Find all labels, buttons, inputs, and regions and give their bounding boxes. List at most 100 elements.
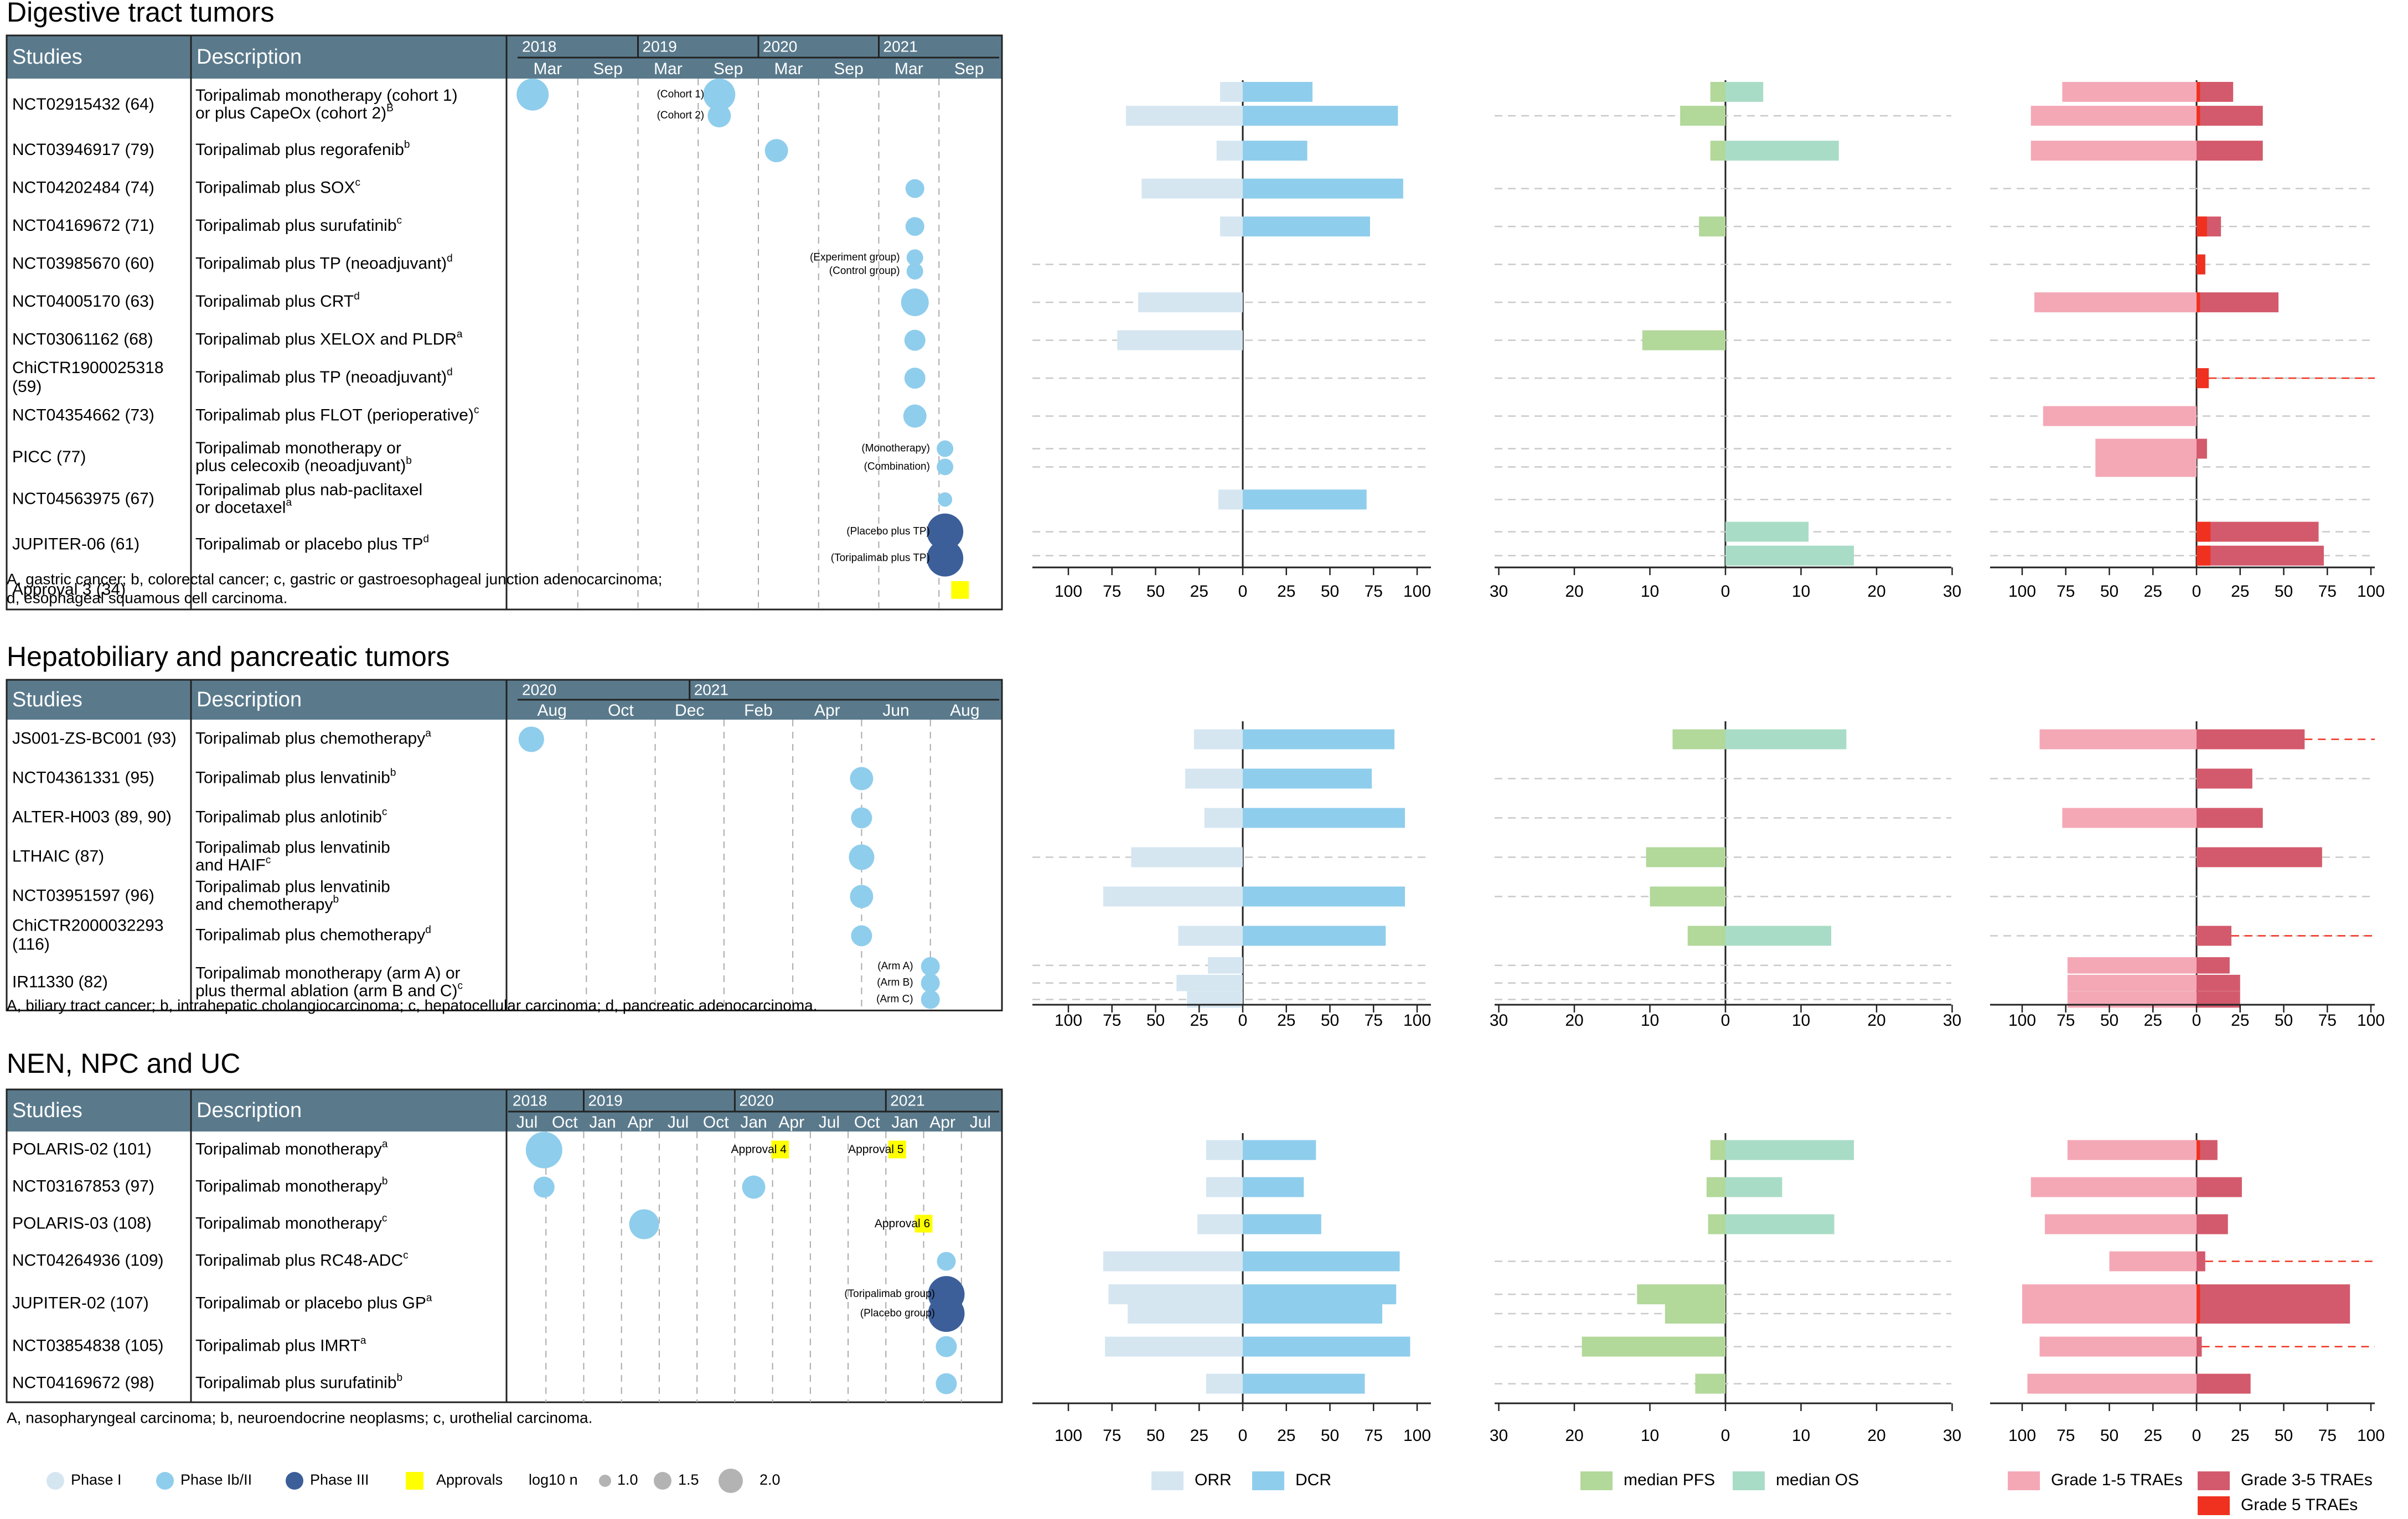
grade5-bar: [2197, 521, 2211, 542]
footnote-marker: b: [406, 455, 412, 467]
month-label: Jan: [891, 1113, 918, 1132]
description-text: Toripalimab plus lenvatinib: [195, 768, 390, 787]
dcr-bar: [1243, 141, 1308, 161]
orr-bar: [1185, 768, 1243, 789]
trial-dot: [938, 492, 953, 507]
year-label: 2020: [739, 1092, 773, 1109]
month-label: Jul: [970, 1113, 991, 1132]
study-description: or docetaxela: [195, 497, 292, 516]
grade3-5-bar: [2197, 81, 2234, 102]
axis-tick-label: 50: [2275, 1011, 2293, 1030]
axis-tick-label: 20: [1867, 1011, 1885, 1030]
orr-bar: [1206, 1177, 1243, 1197]
pfs-bar: [1642, 330, 1725, 350]
axis-tick-label: 75: [2056, 582, 2075, 601]
footnote-marker: b: [390, 767, 396, 779]
description-text: Toripalimab plus SOX: [195, 179, 355, 197]
axis-tick-label: 30: [1943, 1011, 1961, 1030]
section-title: NEN, NPC and UC: [7, 1048, 240, 1079]
study-id: NCT04169672 (98): [12, 1374, 154, 1392]
pfs-bar: [1706, 1177, 1725, 1197]
dcr-bar: [1243, 216, 1370, 237]
trial-dot: [851, 807, 872, 829]
footnote-marker: c: [355, 177, 360, 189]
description-text: Toripalimab or placebo plus TP: [195, 535, 423, 553]
grade3-5-bar: [2197, 1284, 2350, 1305]
description-text: Toripalimab plus lenvatinib: [195, 838, 390, 856]
study-description: Toripalimab plus chemotherapya: [195, 728, 431, 748]
study-id: NCT03167853 (97): [12, 1177, 154, 1195]
axis-tick-label: 100: [1403, 1427, 1431, 1445]
axis-tick-label: 30: [1490, 1011, 1508, 1030]
legend-label: log10 n: [529, 1471, 578, 1488]
grade3-5-bar: [2197, 1214, 2228, 1234]
month-label: Aug: [950, 701, 979, 720]
year-label: 2021: [694, 681, 728, 698]
dcr-bar: [1243, 1303, 1382, 1324]
study-id: ALTER-H003 (89, 90): [12, 808, 172, 826]
axis-tick-label: 25: [1277, 582, 1295, 601]
orr-bar: [1176, 974, 1243, 991]
axis-tick-label: 25: [1277, 1427, 1295, 1445]
pfs-bar: [1582, 1336, 1725, 1357]
axis-tick-label: 10: [1792, 1011, 1810, 1030]
trial-dot: [850, 885, 874, 908]
orr-bar: [1197, 1214, 1243, 1234]
description-text: Toripalimab plus TP (neoadjuvant): [195, 368, 447, 386]
footnote-marker: a: [457, 329, 463, 340]
pfs-bar: [1646, 847, 1725, 867]
month-label: Apr: [627, 1113, 653, 1132]
study-description: Toripalimab plus lenvatinib: [195, 877, 390, 896]
grade1-5-bar: [2022, 1284, 2197, 1305]
axis-tick-label: 0: [2192, 582, 2202, 601]
year-label: 2019: [588, 1092, 622, 1109]
month-label: Oct: [703, 1113, 729, 1132]
footnote-marker: a: [360, 1335, 366, 1347]
dot-label: (Cohort 2): [657, 110, 705, 121]
approval-marker: [771, 1140, 789, 1159]
pfs-bar: [1710, 81, 1725, 102]
grade5-bar: [2197, 216, 2207, 237]
study-id: Approval 3 (34): [12, 581, 126, 599]
footnote-marker: d: [425, 924, 431, 936]
grade3-5-bar: [2197, 292, 2279, 313]
trial-dot: [533, 1176, 555, 1198]
grade5-bar: [2197, 254, 2205, 275]
footnote: d, esophageal squamous cell carcinoma.: [7, 589, 287, 606]
trial-dot: [849, 844, 875, 870]
description-text: Toripalimab plus nab-paclitaxel: [195, 480, 422, 499]
orr-bar: [1125, 106, 1243, 126]
axis-tick-label: 20: [1867, 1427, 1885, 1445]
trial-dot: [921, 990, 940, 1009]
description-text: Toripalimab monotherapy or: [195, 439, 401, 457]
study-description: Toripalimab plus nab-paclitaxel: [195, 480, 422, 499]
trial-dot: [937, 440, 954, 457]
axis-tick-label: 30: [1943, 1427, 1961, 1445]
axis-tick-label: 0: [1721, 1427, 1730, 1445]
axis-tick-label: 50: [2100, 582, 2118, 601]
axis-tick-label: 50: [1321, 582, 1339, 601]
month-label: Jul: [668, 1113, 689, 1132]
description-text: Toripalimab or placebo plus GP: [195, 1294, 426, 1312]
footnote-marker: d: [354, 291, 360, 302]
orr-bar: [1206, 1373, 1243, 1394]
trial-dot: [921, 957, 940, 976]
year-label: 2018: [513, 1092, 547, 1109]
axis-tick-label: 20: [1565, 582, 1583, 601]
grade5-bar: [2197, 368, 2209, 389]
approval-swatch: [406, 1472, 423, 1490]
axis-tick-label: 0: [2192, 1427, 2202, 1445]
month-label: Mar: [895, 60, 923, 78]
dot-label: (Toripalimab group): [844, 1288, 935, 1300]
study-id: POLARIS-02 (101): [12, 1140, 152, 1158]
dot-label: (Arm C): [876, 994, 913, 1005]
dot-label: (Monotherapy): [861, 443, 930, 454]
grade3-5-bar: [2197, 1373, 2251, 1394]
description-header: Description: [197, 688, 302, 711]
study-description: Toripalimab plus SOXc: [195, 177, 360, 197]
study-description: Toripalimab monotherapyb: [195, 1176, 387, 1196]
month-label: Sep: [834, 60, 863, 78]
year-label: 2021: [883, 38, 918, 55]
axis-tick-label: 50: [1146, 582, 1165, 601]
trial-dot: [518, 726, 544, 752]
